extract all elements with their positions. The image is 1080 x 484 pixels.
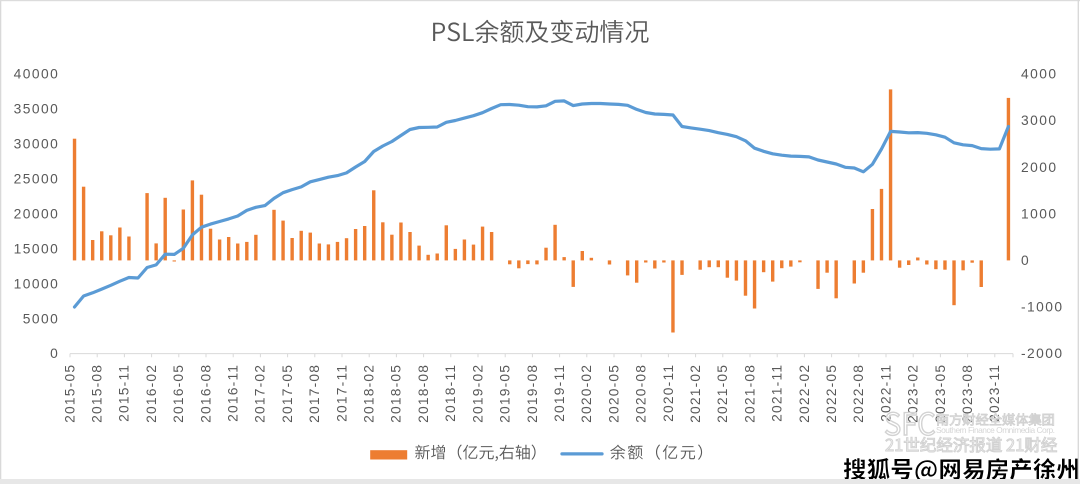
svg-text:2021-05: 2021-05 <box>715 364 730 423</box>
svg-text:2019-02: 2019-02 <box>470 364 485 423</box>
svg-text:2022-08: 2022-08 <box>851 364 866 423</box>
svg-text:2016-11: 2016-11 <box>226 364 241 422</box>
svg-text:2018-05: 2018-05 <box>389 364 404 423</box>
svg-text:2022-05: 2022-05 <box>824 364 839 423</box>
svg-text:2019-11: 2019-11 <box>552 364 567 422</box>
svg-text:2020-11: 2020-11 <box>661 364 676 422</box>
svg-text:2017-05: 2017-05 <box>280 364 295 423</box>
svg-text:30000: 30000 <box>14 137 60 152</box>
svg-text:2022-02: 2022-02 <box>797 364 812 423</box>
svg-text:15000: 15000 <box>14 241 60 256</box>
svg-text:Southern Finance Omnimedia Cor: Southern Finance Omnimedia Corp. <box>936 425 1055 435</box>
svg-text:2020-05: 2020-05 <box>606 364 621 423</box>
svg-text:20000: 20000 <box>14 206 60 221</box>
svg-text:2019-05: 2019-05 <box>498 364 513 423</box>
svg-text:2020-08: 2020-08 <box>634 364 649 423</box>
svg-text:2015-05: 2015-05 <box>62 364 77 423</box>
svg-text:4000: 4000 <box>1021 67 1058 82</box>
svg-text:0: 0 <box>1021 253 1030 268</box>
svg-text:2023-05: 2023-05 <box>933 364 948 423</box>
svg-text:2020-02: 2020-02 <box>579 364 594 423</box>
svg-text:2021-11: 2021-11 <box>770 364 785 422</box>
svg-text:2023-08: 2023-08 <box>960 364 975 423</box>
svg-text:2018-02: 2018-02 <box>362 364 377 423</box>
svg-text:-2000: -2000 <box>1021 346 1064 361</box>
svg-text:2017-11: 2017-11 <box>334 364 349 422</box>
svg-text:2017-08: 2017-08 <box>307 364 322 423</box>
svg-text:2019-08: 2019-08 <box>525 364 540 423</box>
svg-text:2015-08: 2015-08 <box>90 364 105 423</box>
svg-text:2017-02: 2017-02 <box>253 364 268 423</box>
svg-text:25000: 25000 <box>14 172 60 187</box>
svg-text:2018-11: 2018-11 <box>443 364 458 422</box>
svg-text:10000: 10000 <box>14 276 60 291</box>
svg-text:2022-11: 2022-11 <box>878 364 893 422</box>
svg-text:2021-08: 2021-08 <box>742 364 757 423</box>
svg-text:1000: 1000 <box>1021 206 1058 221</box>
svg-text:2016-08: 2016-08 <box>198 364 213 423</box>
svg-text:2021-02: 2021-02 <box>688 364 703 423</box>
svg-text:3000: 3000 <box>1021 113 1058 128</box>
svg-text:2000: 2000 <box>1021 160 1058 175</box>
svg-text:2016-05: 2016-05 <box>171 364 186 423</box>
svg-text:0: 0 <box>50 346 59 361</box>
svg-text:5000: 5000 <box>23 311 60 326</box>
svg-text:-1000: -1000 <box>1021 300 1064 315</box>
svg-text:2015-11: 2015-11 <box>117 364 132 422</box>
svg-text:2023-11: 2023-11 <box>987 364 1002 422</box>
svg-text:40000: 40000 <box>14 67 60 82</box>
svg-text:2016-02: 2016-02 <box>144 364 159 423</box>
svg-text:2023-02: 2023-02 <box>906 364 921 423</box>
svg-text:35000: 35000 <box>14 102 60 117</box>
svg-text:2018-08: 2018-08 <box>416 364 431 423</box>
